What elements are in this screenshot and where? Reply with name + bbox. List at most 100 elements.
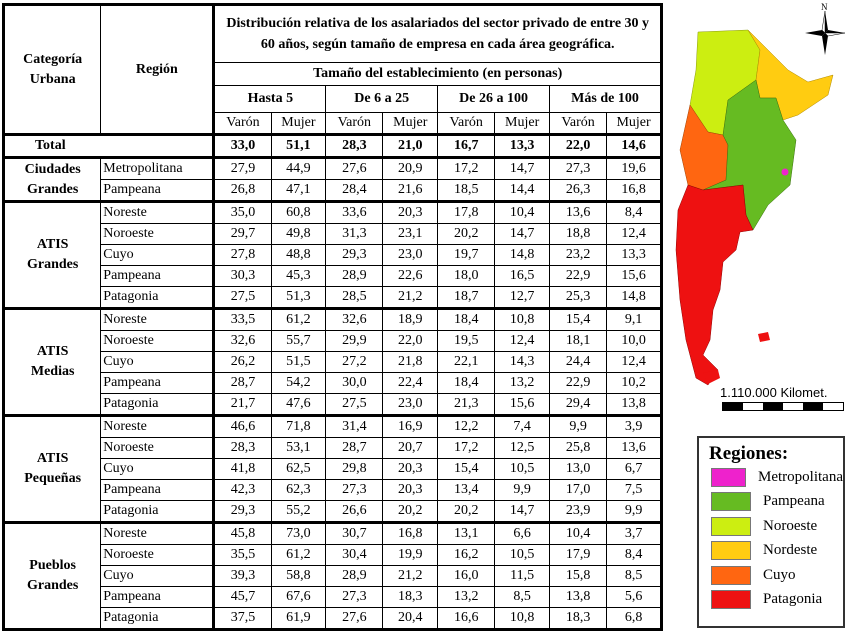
cell-value: 19,5 bbox=[437, 330, 496, 352]
cell-value: 21,6 bbox=[382, 179, 439, 203]
cell-value: 19,9 bbox=[382, 544, 439, 566]
region-label: Pampeana bbox=[100, 179, 215, 203]
north-label: N bbox=[821, 2, 828, 12]
cell-value: 27,3 bbox=[325, 586, 384, 608]
category-label: ATIS Pequeñas bbox=[1, 415, 102, 524]
total-value: 16,7 bbox=[437, 133, 496, 159]
region-label: Pampeana bbox=[100, 586, 215, 608]
cell-value: 15,6 bbox=[606, 265, 663, 287]
scale-label: 1.110.000 Kilomet. bbox=[720, 385, 828, 400]
cell-value: 61,2 bbox=[270, 308, 327, 331]
cell-value: 8,4 bbox=[606, 201, 663, 224]
cell-value: 25,3 bbox=[548, 286, 608, 310]
cell-value: 16,0 bbox=[437, 565, 496, 587]
cell-value: 26,2 bbox=[212, 351, 272, 373]
legend-item: Metropolitana bbox=[711, 465, 843, 490]
cell-value: 28,9 bbox=[325, 265, 384, 287]
region-label: Pampeana bbox=[100, 265, 215, 287]
cell-value: 30,3 bbox=[212, 265, 272, 287]
cell-value: 35,0 bbox=[212, 201, 272, 224]
legend-item: Nordeste bbox=[711, 539, 843, 564]
cell-value: 8,4 bbox=[606, 544, 663, 566]
category-label-line1: Ciudades bbox=[24, 161, 81, 177]
cell-value: 61,9 bbox=[270, 607, 327, 631]
region-label: Patagonia bbox=[100, 607, 215, 631]
table-row: Cuyo 41,8 62,5 29,8 20,3 15,4 10,5 13,0 6,7 bbox=[4, 458, 663, 480]
cell-value: 13,2 bbox=[494, 372, 550, 394]
table-row: Pampeana 26,8 47,1 28,4 21,6 18,5 14,4 26,3 16,8 bbox=[4, 179, 663, 203]
cell-value: 26,6 bbox=[325, 500, 384, 524]
cell-value: 3,7 bbox=[606, 522, 663, 545]
cell-value: 10,8 bbox=[494, 607, 550, 631]
table-subtitle: Tamaño del establecimiento (en personas) bbox=[212, 62, 663, 86]
cell-value: 13,8 bbox=[606, 393, 663, 417]
map-regions-graphic: N bbox=[675, 2, 846, 386]
table-row: Noroeste 32,6 55,7 29,9 22,0 19,5 12,4 18,1 10,0 bbox=[4, 330, 663, 352]
cell-value: 28,7 bbox=[325, 437, 384, 459]
cell-value: 20,2 bbox=[382, 500, 439, 524]
cell-value: 3,9 bbox=[606, 415, 663, 438]
cell-value: 18,9 bbox=[382, 308, 439, 331]
table-row: ATIS Medias Noreste 33,5 61,2 32,6 18,9 18,4 10,… bbox=[1, 308, 663, 417]
region-label: Cuyo bbox=[100, 244, 215, 266]
legend-swatch-icon bbox=[711, 590, 751, 610]
region-label: Patagonia bbox=[100, 286, 215, 310]
distribution-table: Categoría Urbana Región Distribución rel… bbox=[1, 3, 663, 631]
size-group-header: Hasta 5 bbox=[212, 85, 327, 113]
table-row: Ciudades Grandes Metropolitana 27,9 44,9 27,6… bbox=[1, 157, 663, 203]
cell-value: 30,4 bbox=[325, 544, 384, 566]
cell-value: 23,0 bbox=[382, 393, 439, 417]
table-row: Noroeste 35,5 61,2 30,4 19,9 16,2 10,5 17,9 8,4 bbox=[4, 544, 663, 566]
sex-header: Mujer bbox=[606, 112, 663, 135]
sex-header: Varón bbox=[437, 112, 496, 135]
cell-value: 13,6 bbox=[606, 437, 663, 459]
legend-swatch-icon bbox=[711, 565, 751, 585]
cell-value: 20,3 bbox=[382, 458, 439, 480]
cell-value: 62,3 bbox=[270, 479, 327, 501]
region-label: Noreste bbox=[100, 201, 215, 224]
cell-value: 7,5 bbox=[606, 479, 663, 501]
cell-value: 16,9 bbox=[382, 415, 439, 438]
cell-value: 19,7 bbox=[437, 244, 496, 266]
cell-value: 18,3 bbox=[548, 607, 608, 631]
cell-value: 18,5 bbox=[437, 179, 496, 203]
legend-item: Pampeana bbox=[711, 490, 843, 515]
cell-value: 9,9 bbox=[548, 415, 608, 438]
category-label: ATIS Grandes bbox=[1, 201, 102, 310]
cell-value: 15,8 bbox=[548, 565, 608, 587]
table-row: Pampeana 28,7 54,2 30,0 22,4 18,4 13,2 22,9 10,2 bbox=[4, 372, 663, 394]
cell-value: 20,3 bbox=[382, 479, 439, 501]
cell-value: 32,6 bbox=[325, 308, 384, 331]
cell-value: 41,8 bbox=[212, 458, 272, 480]
size-group-header: De 6 a 25 bbox=[325, 85, 439, 113]
sex-header: Mujer bbox=[382, 112, 439, 135]
legend-swatch-icon bbox=[711, 467, 747, 487]
table-row: Pampeana 42,3 62,3 27,3 20,3 13,4 9,9 17,0 7,5 bbox=[4, 479, 663, 501]
cell-value: 33,6 bbox=[325, 201, 384, 224]
size-group-header: De 26 a 100 bbox=[437, 85, 550, 113]
cell-value: 32,6 bbox=[212, 330, 272, 352]
cell-value: 60,8 bbox=[270, 201, 327, 224]
cell-value: 13,8 bbox=[548, 586, 608, 608]
cell-value: 14,7 bbox=[494, 157, 550, 180]
cell-value: 18,0 bbox=[437, 265, 496, 287]
table-row: Patagonia 29,3 55,2 26,6 20,2 20,2 14,7 23,9 9,9 bbox=[4, 500, 663, 524]
cell-value: 45,8 bbox=[212, 522, 272, 545]
legend-item: Cuyo bbox=[711, 563, 843, 588]
cell-value: 18,1 bbox=[548, 330, 608, 352]
size-group-header: Más de 100 bbox=[549, 85, 663, 113]
legend-label: Cuyo bbox=[763, 566, 796, 583]
cell-value: 73,0 bbox=[270, 522, 327, 545]
cell-value: 6,6 bbox=[494, 522, 550, 545]
regions-legend: Regiones: Metropolitana Pampeana Noroeste N… bbox=[697, 436, 845, 628]
cell-value: 10,5 bbox=[494, 458, 550, 480]
cell-value: 12,7 bbox=[494, 286, 550, 310]
cell-value: 27,5 bbox=[212, 286, 272, 310]
category-label-line1: ATIS bbox=[36, 344, 69, 359]
region-label: Cuyo bbox=[100, 351, 215, 373]
cell-value: 67,6 bbox=[270, 586, 327, 608]
cell-value: 6,7 bbox=[606, 458, 663, 480]
cell-value: 10,4 bbox=[494, 201, 550, 224]
sex-header: Varón bbox=[212, 112, 272, 135]
cell-value: 8,5 bbox=[606, 565, 663, 587]
